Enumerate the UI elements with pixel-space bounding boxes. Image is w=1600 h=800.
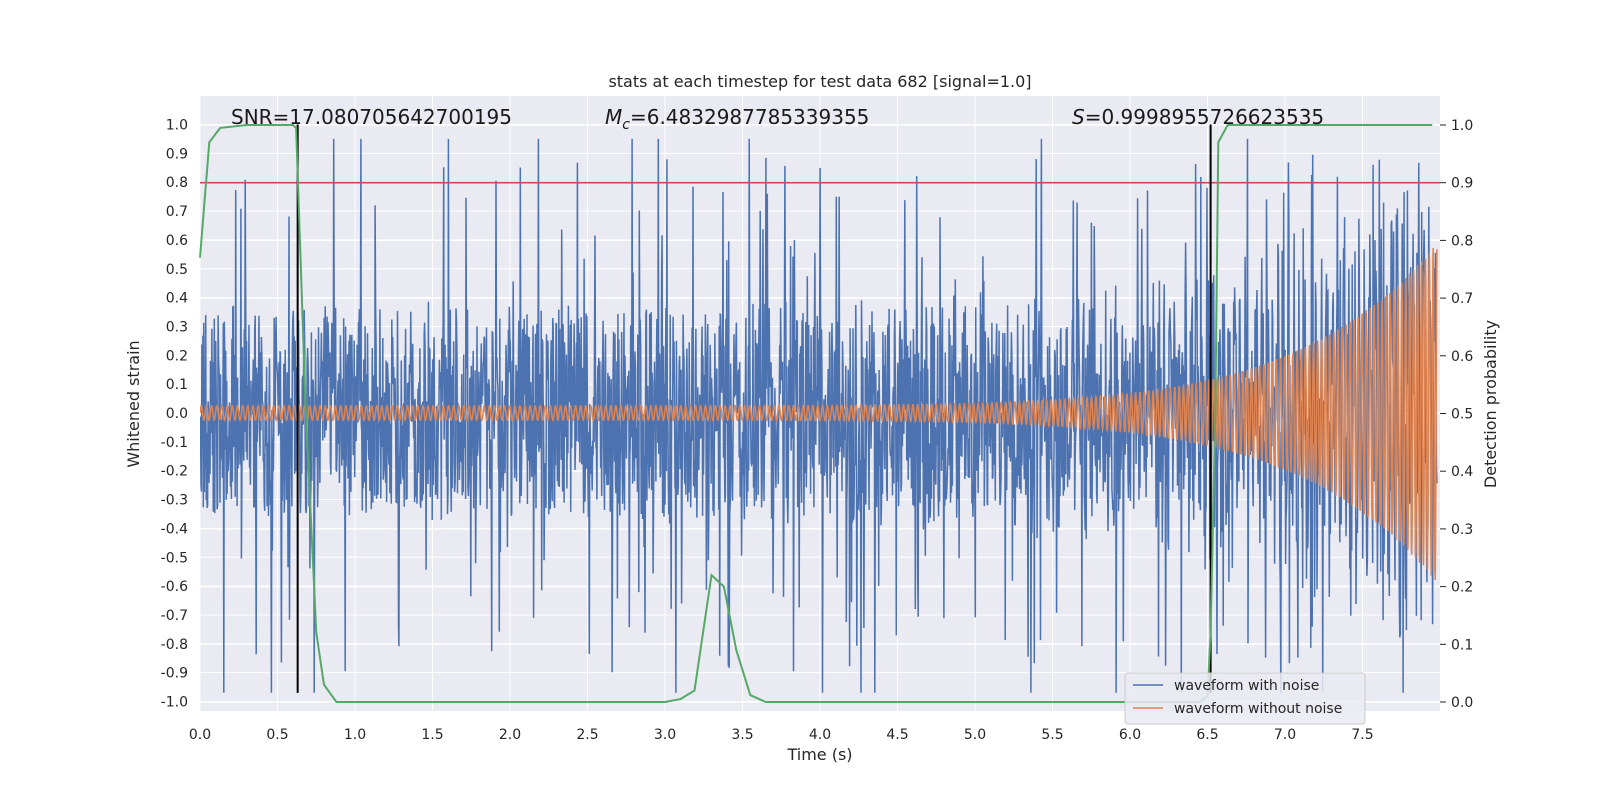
s-value: =0.9998955726623535 <box>1085 105 1324 129</box>
y-tick-label: -0.8 <box>161 637 188 653</box>
y-tick-label: -0.1 <box>161 435 188 451</box>
y-tick-label: 0.1 <box>166 377 188 393</box>
legend: waveform with noise waveform without noi… <box>1124 672 1366 725</box>
x-tick-label: 0.0 <box>189 727 211 743</box>
y-tick-label: 0.4 <box>166 291 188 307</box>
x-tick-label: 3.5 <box>731 727 753 743</box>
x-tick-label: 4.0 <box>809 727 831 743</box>
y-tick-label: 0.9 <box>166 146 188 162</box>
y-tick-label: -0.3 <box>161 493 188 509</box>
y-tick-label: 0.0 <box>166 406 188 422</box>
x-tick-label: 2.0 <box>499 727 521 743</box>
y-tick-label: 0.8 <box>166 175 188 191</box>
y-tick-label: -1.0 <box>161 695 188 711</box>
y-axis-left: 1.0 0.9 0.8 0.7 0.6 0.5 0.4 0.3 0.2 0.1 0.0 -0.1 -0.… <box>161 118 188 711</box>
y2-tick-label: 0.0 <box>1451 695 1473 711</box>
legend-box <box>1124 672 1366 725</box>
y-tick-label: 0.3 <box>166 319 188 335</box>
y-tick-label: -0.5 <box>161 550 188 566</box>
mc-value: =6.4832987785339355 <box>630 105 869 129</box>
series-waveform-without-noise <box>200 247 1438 580</box>
x-axis: 0.0 0.5 1.0 1.5 2.0 2.5 3.0 3.5 4.0 4.5 5.0 5.5 6.0 6… <box>189 727 1374 743</box>
x-tick-label: 1.0 <box>344 727 366 743</box>
x-tick-label: 0.5 <box>266 727 288 743</box>
x-tick-label: 2.5 <box>576 727 598 743</box>
legend-label-noise: waveform with noise <box>1174 678 1319 694</box>
y-tick-label: 0.6 <box>166 233 188 249</box>
snr-annotation: SNR=17.080705642700195 <box>231 105 512 129</box>
x-tick-label: 5.0 <box>964 727 986 743</box>
x-tick-label: 3.0 <box>654 727 676 743</box>
y-tick-label: -0.7 <box>161 608 188 624</box>
x-tick-label: 4.5 <box>886 727 908 743</box>
y-axis-right: 1.0 0.9 0.8 0.7 0.6 0.5 0.4 0.3 0.2 0.1 0.0 <box>1440 118 1473 711</box>
chirp-mass-annotation: Mc=6.4832987785339355 <box>605 105 869 133</box>
y2-tick-label: 0.1 <box>1451 637 1473 653</box>
y2-axis-label: Detection probability <box>1481 320 1500 488</box>
y-tick-label: 1.0 <box>166 118 188 134</box>
score-annotation: S=0.9998955726623535 <box>1072 105 1324 129</box>
y-tick-label: 0.7 <box>166 204 188 220</box>
y2-tick-label: 0.4 <box>1451 464 1473 480</box>
mc-subscript: c <box>622 117 630 133</box>
y2-tick-label: 0.3 <box>1451 522 1473 538</box>
y-tick-label: 0.5 <box>166 262 188 278</box>
y2-tick-label: 0.7 <box>1451 291 1473 307</box>
y2-tick-label: 0.5 <box>1451 407 1473 423</box>
y2-tick-label: 0.2 <box>1451 580 1473 596</box>
y-tick-label: -0.9 <box>161 666 188 682</box>
series-waveform-with-noise <box>200 138 1438 693</box>
x-tick-label: 6.0 <box>1119 727 1141 743</box>
y-tick-label: -0.2 <box>161 464 188 480</box>
y2-tick-label: 0.6 <box>1451 349 1473 365</box>
x-axis-label: Time (s) <box>786 745 852 764</box>
y-tick-label: -0.4 <box>161 521 188 537</box>
reference-lines <box>199 124 1440 703</box>
y-axis-label: Whitened strain <box>124 340 143 467</box>
y2-tick-label: 1.0 <box>1451 118 1473 134</box>
mc-symbol: M <box>605 105 622 129</box>
s-symbol: S <box>1072 105 1085 129</box>
series-detection-probability <box>199 124 1433 703</box>
legend-label-clean: waveform without noise <box>1174 701 1342 717</box>
x-tick-label: 7.5 <box>1351 727 1373 743</box>
x-tick-label: 5.5 <box>1041 727 1063 743</box>
y-tick-label: 0.2 <box>166 348 188 364</box>
chart-title: stats at each timestep for test data 682… <box>608 72 1031 91</box>
x-tick-label: 1.5 <box>421 727 443 743</box>
x-tick-label: 6.5 <box>1196 727 1218 743</box>
y2-tick-label: 0.9 <box>1451 176 1473 192</box>
y2-tick-label: 0.8 <box>1451 233 1473 249</box>
x-tick-label: 7.0 <box>1274 727 1296 743</box>
series-layer <box>200 138 1438 693</box>
y-tick-label: -0.6 <box>161 579 188 595</box>
